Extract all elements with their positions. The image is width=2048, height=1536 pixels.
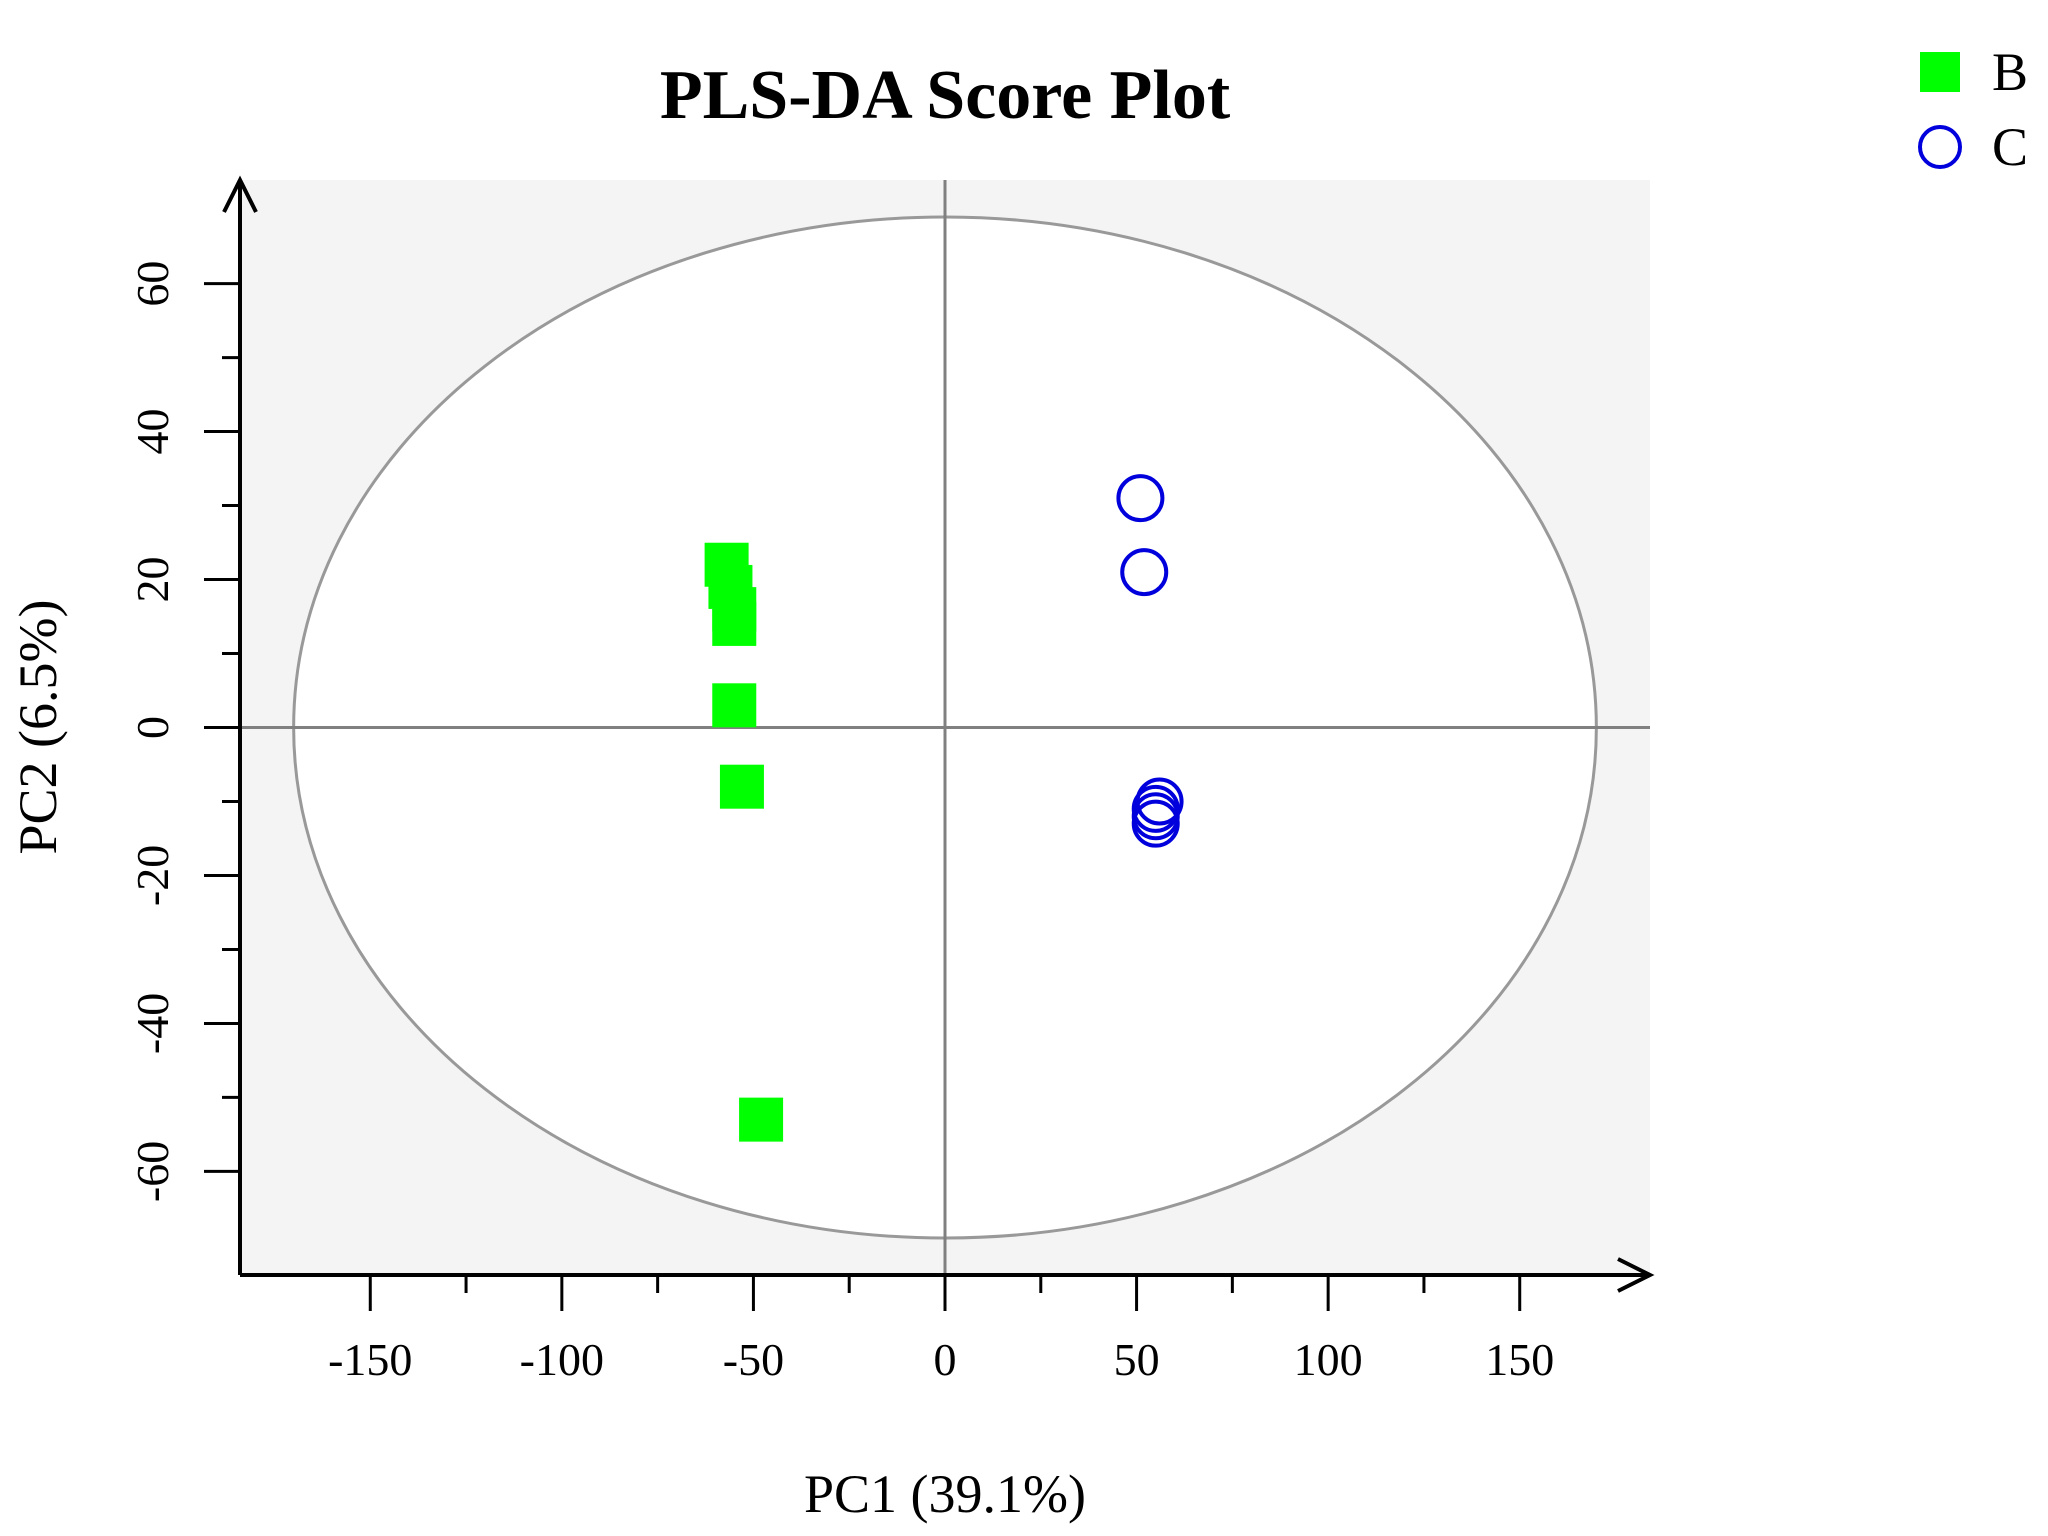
x-tick-label: -150: [328, 1334, 412, 1385]
chart-title: PLS-DA Score Plot: [660, 57, 1230, 134]
data-point-B: [739, 1097, 784, 1142]
y-tick-label: -40: [127, 993, 178, 1054]
x-axis-arrow: [1617, 1257, 1655, 1293]
legend-label-C: C: [1992, 117, 2028, 177]
data-point-B: [712, 601, 757, 646]
y-tick-label: 0: [127, 716, 178, 739]
x-tick-label: 100: [1294, 1334, 1363, 1385]
data-point-B: [719, 764, 764, 809]
y-tick-label: -60: [127, 1141, 178, 1202]
y-axis-arrow: [222, 175, 258, 213]
y-tick-label: -20: [127, 845, 178, 906]
y-axis-title: PC2 (6.5%): [8, 600, 68, 855]
y-tick-label: 40: [127, 409, 178, 455]
data-point-B: [708, 564, 753, 609]
data-point-C: [1120, 548, 1169, 597]
data-point-B: [712, 683, 757, 728]
legend-marker-B: [1920, 52, 1960, 92]
x-tick-label: 150: [1485, 1334, 1554, 1385]
x-tick-label: 0: [934, 1334, 957, 1385]
y-tick-label: 60: [127, 261, 178, 307]
data-point-C: [1131, 799, 1180, 848]
x-tick-label: -50: [723, 1334, 784, 1385]
legend-label-B: B: [1992, 42, 2028, 102]
legend: BC: [1918, 42, 2028, 177]
legend-marker-C: [1918, 125, 1962, 169]
x-axis-title: PC1 (39.1%): [804, 1464, 1086, 1524]
x-tick-label: 50: [1114, 1334, 1160, 1385]
data-point-C: [1116, 474, 1165, 523]
x-tick-label: -100: [520, 1334, 604, 1385]
y-tick-label: 20: [127, 557, 178, 603]
